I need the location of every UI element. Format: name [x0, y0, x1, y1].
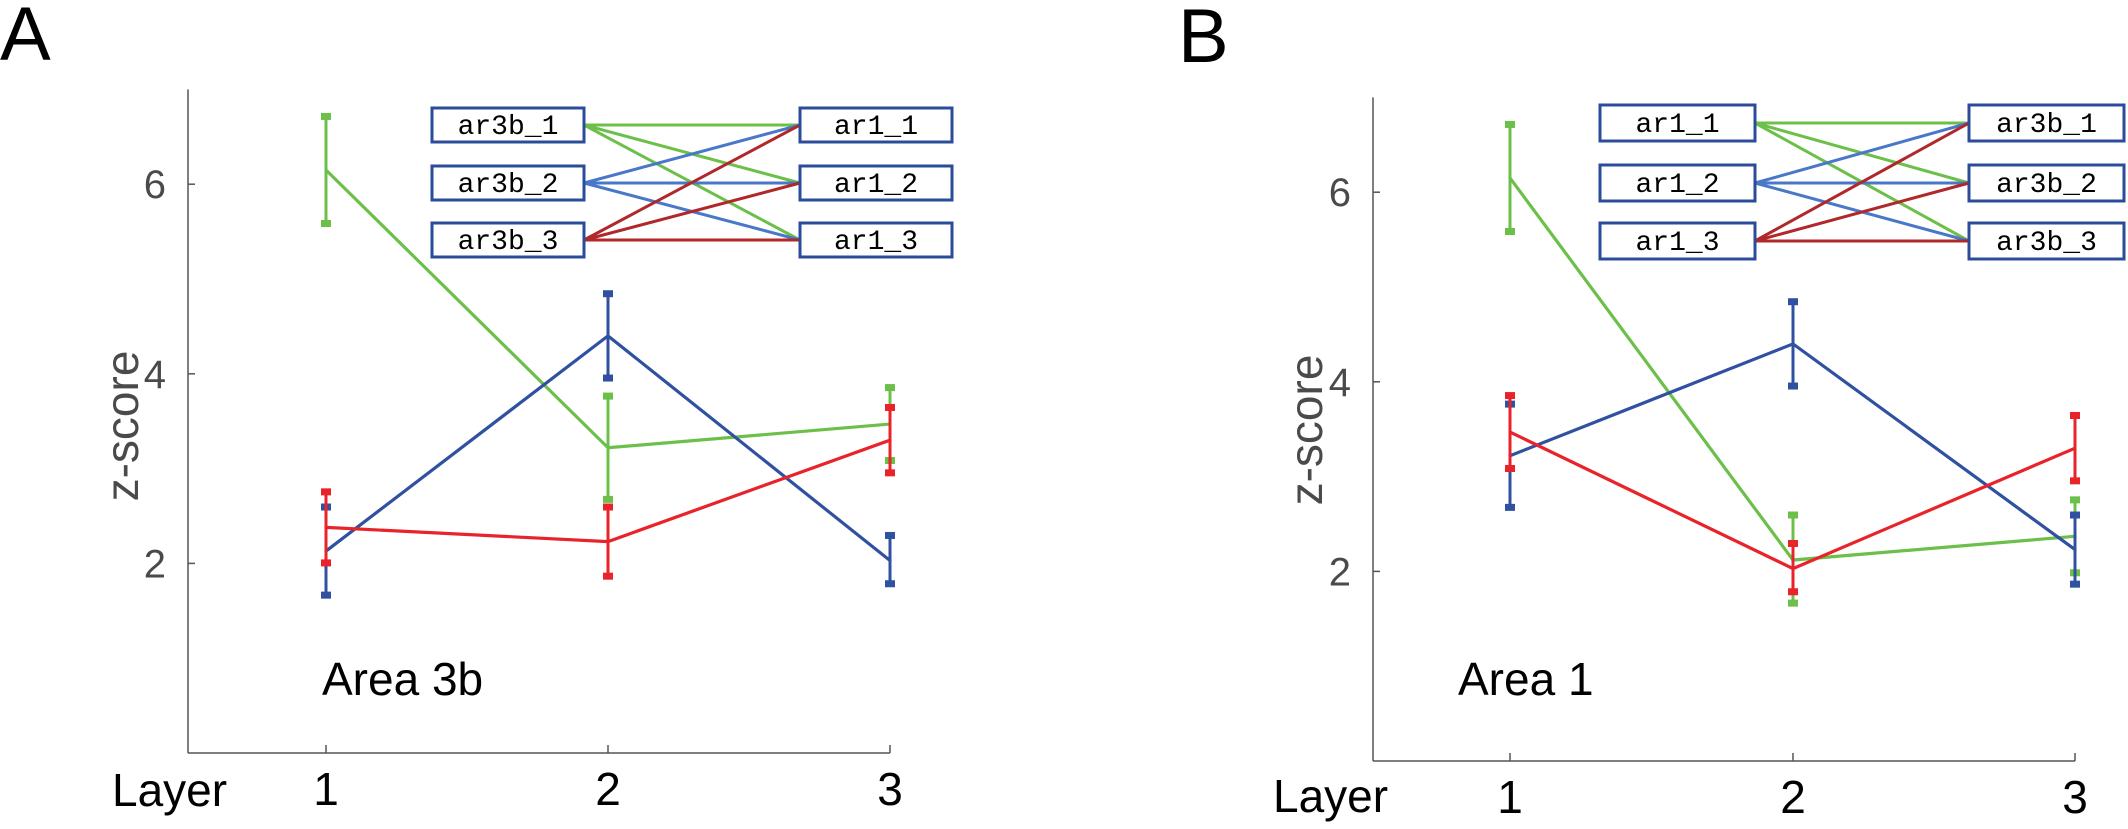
error-cap-low [2070, 477, 2080, 485]
data-point [1791, 342, 1795, 346]
error-cap-low [321, 559, 331, 567]
error-cap-high [885, 531, 895, 539]
node-label: ar1_3 [1635, 228, 1719, 259]
y-tick-label: 6 [1329, 171, 1351, 215]
chart-panel-b: B 2 4 6 1 2 3 Layer z-score Area 1 ar1_1 ar1_2 ar1_3… [1178, 0, 2126, 823]
node-box-right [1967, 221, 2126, 261]
error-cap-low [1788, 599, 1798, 607]
connection-line [1754, 121, 1970, 185]
error-cap-high [603, 290, 613, 298]
data-point [888, 558, 892, 563]
error-cap-low [603, 374, 613, 382]
x-tick-label: 2 [1780, 771, 1806, 823]
error-cap-high [1788, 511, 1798, 519]
data-point [324, 168, 328, 172]
x-axis-label: Layer [1273, 770, 1388, 822]
node-label: ar1_2 [1635, 170, 1719, 201]
error-cap-low [1505, 503, 1515, 511]
error-cap-high [1788, 539, 1798, 547]
data-point [1508, 430, 1512, 434]
error-cap-low [885, 580, 895, 588]
area-annotation: Area 3b [322, 653, 483, 705]
node-label: ar3b_3 [458, 227, 559, 258]
error-cap-low [1788, 588, 1798, 596]
error-cap-high [603, 503, 613, 511]
node-box-right [1967, 103, 2126, 143]
x-axis-label: Layer [112, 764, 227, 816]
node-box-right [798, 106, 954, 144]
y-axis-label: z-score [1280, 355, 1332, 506]
node-box-left [430, 221, 586, 259]
data-point [1791, 566, 1795, 571]
error-cap-low [321, 220, 331, 228]
error-cap-low [1788, 382, 1798, 390]
error-cap-low [1505, 228, 1515, 236]
error-cap-low [603, 572, 613, 580]
error-cap-low [603, 495, 613, 503]
node-label: ar3b_3 [1996, 228, 2097, 259]
error-cap-high [885, 384, 895, 392]
node-label: ar3b_2 [458, 170, 559, 201]
x-tick-label: 3 [2062, 771, 2088, 823]
error-cap-high [885, 403, 895, 411]
data-point [606, 539, 610, 544]
connection-line [583, 123, 801, 242]
node-label: ar3b_1 [458, 112, 559, 143]
node-box-left [1598, 221, 1757, 261]
connection-line [583, 181, 801, 242]
y-tick-label: 4 [1329, 361, 1351, 405]
connection-line [583, 123, 801, 185]
connection-line [1754, 181, 1970, 243]
node-box-right [798, 221, 954, 259]
error-cap-high [321, 488, 331, 496]
error-cap-low [2070, 580, 2080, 588]
node-box-left [1598, 163, 1757, 203]
error-cap-low [885, 469, 895, 477]
data-point [606, 334, 610, 338]
error-cap-high [1505, 392, 1515, 400]
y-tick-label: 6 [144, 163, 166, 207]
node-box-left [430, 106, 586, 144]
panel-letter: A [0, 0, 51, 77]
data-point [1508, 176, 1512, 180]
error-cap-low [321, 591, 331, 599]
y-tick-label: 2 [144, 542, 166, 586]
node-box-left [430, 164, 586, 202]
error-cap-low [1505, 465, 1515, 473]
data-point [2073, 446, 2077, 450]
node-label: ar3b_2 [1996, 170, 2097, 201]
x-tick-label: 3 [877, 763, 903, 815]
node-label: ar1_3 [834, 227, 918, 258]
y-tick-label: 4 [144, 353, 166, 397]
error-cap-high [2070, 511, 2080, 519]
node-label: ar1_1 [1635, 110, 1719, 141]
panel-letter: B [1178, 0, 1229, 79]
x-tick-label: 1 [313, 763, 339, 815]
node-box-right [798, 164, 954, 202]
area-annotation: Area 1 [1458, 653, 1594, 705]
y-tick-label: 2 [1329, 550, 1351, 594]
node-label: ar3b_1 [1996, 110, 2097, 141]
data-point [324, 525, 328, 529]
error-cap-high [1788, 298, 1798, 306]
error-cap-high [2070, 411, 2080, 419]
node-box-right [1967, 163, 2126, 203]
error-cap-high [1505, 120, 1515, 128]
connection-line [1754, 121, 1970, 243]
node-box-left [1598, 103, 1757, 143]
error-cap-high [2070, 496, 2080, 504]
data-point [606, 446, 610, 450]
node-label: ar1_1 [834, 112, 918, 143]
error-cap-high [321, 112, 331, 120]
data-point [2073, 547, 2077, 552]
data-point [888, 438, 892, 442]
x-tick-label: 1 [1497, 771, 1523, 823]
node-label: ar1_2 [834, 170, 918, 201]
error-cap-high [603, 392, 613, 400]
x-tick-label: 2 [595, 763, 621, 815]
y-axis-label: z-score [96, 351, 148, 502]
